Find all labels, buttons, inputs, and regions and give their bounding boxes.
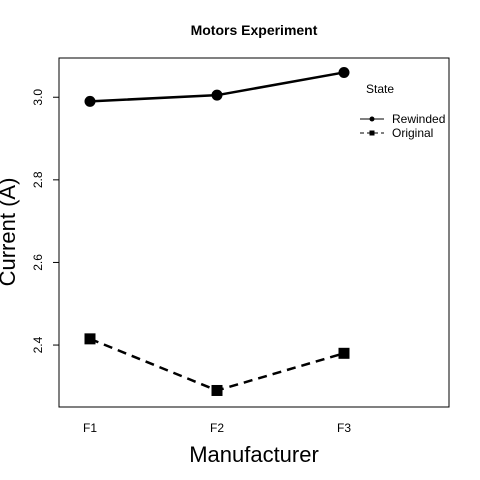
x-tick-label-f2: F2 bbox=[210, 421, 224, 435]
legend-label-original: Original bbox=[392, 126, 433, 140]
y-tick-label: 2.8 bbox=[31, 171, 45, 188]
legend-marker-rewinded bbox=[370, 117, 375, 122]
legend-marker-original bbox=[370, 131, 375, 136]
point-original-f1 bbox=[85, 333, 96, 344]
legend-label-rewinded: Rewinded bbox=[392, 112, 445, 126]
x-tick-label-f3: F3 bbox=[337, 421, 351, 435]
x-tick-label-f1: F1 bbox=[83, 421, 97, 435]
point-rewinded-f2 bbox=[212, 90, 223, 101]
y-axis-title: Current (A) bbox=[0, 178, 20, 287]
point-rewinded-f3 bbox=[339, 67, 350, 78]
legend-title: State bbox=[366, 82, 394, 96]
y-tick-label: 2.4 bbox=[31, 336, 45, 353]
point-rewinded-f1 bbox=[85, 96, 96, 107]
x-axis-title: Manufacturer bbox=[189, 442, 319, 467]
point-original-f3 bbox=[339, 348, 350, 359]
y-tick-label: 2.6 bbox=[31, 254, 45, 271]
y-tick-label: 3.0 bbox=[31, 89, 45, 106]
chart-title: Motors Experiment bbox=[191, 22, 318, 38]
point-original-f2 bbox=[212, 385, 223, 396]
